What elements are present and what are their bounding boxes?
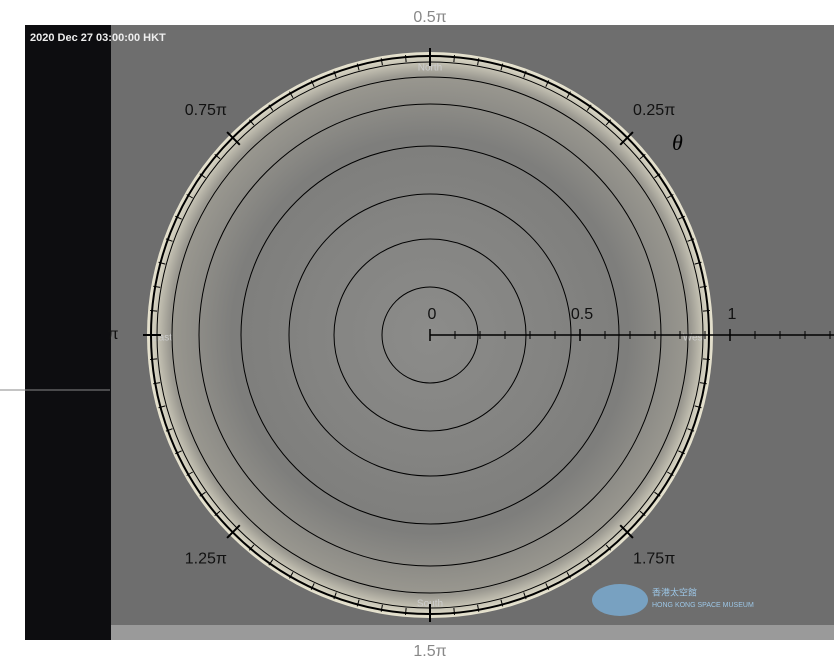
angular-tick-label: 0.75π [185,102,227,119]
angular-tick-label: 1.5π [413,643,446,660]
timestamp: 2020 Dec 27 03:00:00 HKT [30,32,166,44]
angular-minor-tick [406,608,407,615]
angular-minor-tick [454,55,455,62]
angular-tick-label: 1.75π [633,550,675,567]
angular-tick-label: 1.25π [185,550,227,567]
photo-bottom-band [111,625,834,640]
theta-label: θ [672,130,683,155]
angular-minor-tick [454,608,455,615]
angular-tick-label: 0.5π [413,9,446,26]
radial-tick-label: 1 [728,306,737,323]
angular-minor-tick [150,311,157,312]
angular-minor-tick [703,311,710,312]
angular-minor-tick [703,359,710,360]
radial-tick-label: 0.5 [571,306,593,323]
watermark-logo [592,584,648,616]
angular-tick-label: π [107,326,118,343]
page: {"chart_data": { "type": "polar", "times… [0,0,834,662]
photo-dark-strip [25,25,111,640]
watermark-chinese: 香港太空館 [652,586,697,597]
angular-minor-tick [406,55,407,62]
angular-minor-tick [150,359,157,360]
angular-tick-label: 0.25π [633,102,675,119]
radial-tick-label: 0 [428,306,437,323]
watermark-english: HONG KONG SPACE MUSEUM [652,602,754,609]
chart: 2020 Dec 27 03:00:00 HKT North South Eas… [0,0,834,662]
